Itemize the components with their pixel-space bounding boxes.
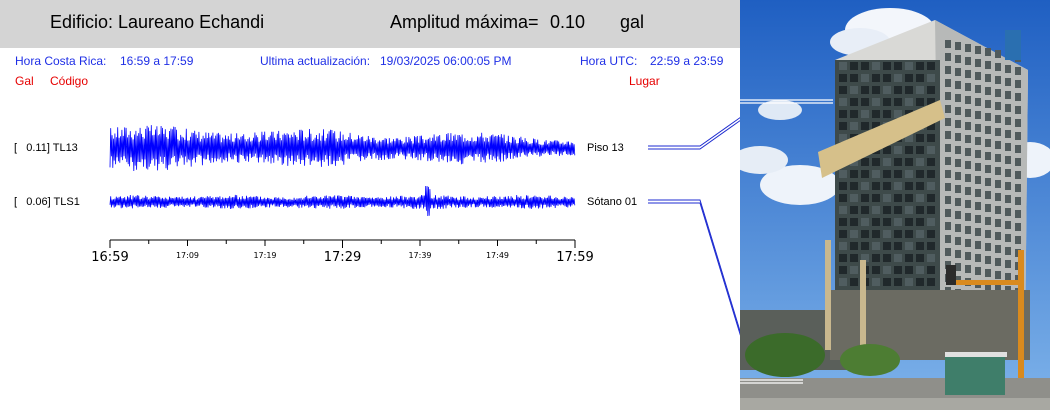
header-bar: Edificio: Laureano Echandi Amplitud máxi…: [0, 0, 740, 48]
max-amplitude-unit: gal: [620, 12, 645, 32]
place-piso-13: Piso 13: [587, 142, 624, 154]
leader-line-sotano-01: [648, 202, 740, 336]
time-tick-label: 17:19: [253, 251, 276, 260]
waveform-trace-tl13: [109, 125, 576, 172]
building-photo: [740, 0, 1050, 410]
time-tick-label: 17:39: [408, 251, 431, 260]
max-amplitude-value: 0.10: [550, 12, 586, 32]
column-code: Código: [50, 74, 89, 88]
column-place: Lugar: [629, 74, 660, 88]
channel-label-tls1: [ 0.06] TLS1: [14, 196, 80, 208]
time-tick-label: 17:49: [486, 251, 509, 260]
leader-line-piso-13: [648, 120, 740, 150]
local-time-range: 16:59 a 17:59: [120, 54, 194, 68]
building-title: Edificio: Laureano Echandi: [50, 12, 265, 32]
utc-time-label: Hora UTC:: [580, 54, 638, 68]
leader-line-piso-13: [648, 117, 740, 147]
column-gal: Gal: [15, 74, 34, 88]
time-tick-label: 17:29: [324, 250, 361, 265]
time-tick-label: 16:59: [91, 250, 128, 265]
local-time-label: Hora Costa Rica:: [15, 54, 107, 68]
waveform-trace-tls1: [109, 185, 576, 217]
max-amplitude-label: Amplitud máxima=: [390, 12, 539, 32]
time-tick-label: 17:59: [556, 250, 593, 265]
place-sotano-01: Sótano 01: [587, 196, 638, 208]
channel-label-tl13: [ 0.11] TL13: [14, 142, 78, 154]
last-update-label: Ultima actualización:: [260, 54, 371, 68]
last-update-value: 19/03/2025 06:00:05 PM: [380, 54, 512, 68]
leader-line-sotano-01: [648, 199, 740, 333]
time-tick-label: 17:09: [176, 251, 199, 260]
seismogram-plot: 16:59 17:09 17:19 17:29 17:39 17:49 17:59: [91, 117, 740, 336]
utc-time-range: 22:59 a 23:59: [650, 54, 724, 68]
